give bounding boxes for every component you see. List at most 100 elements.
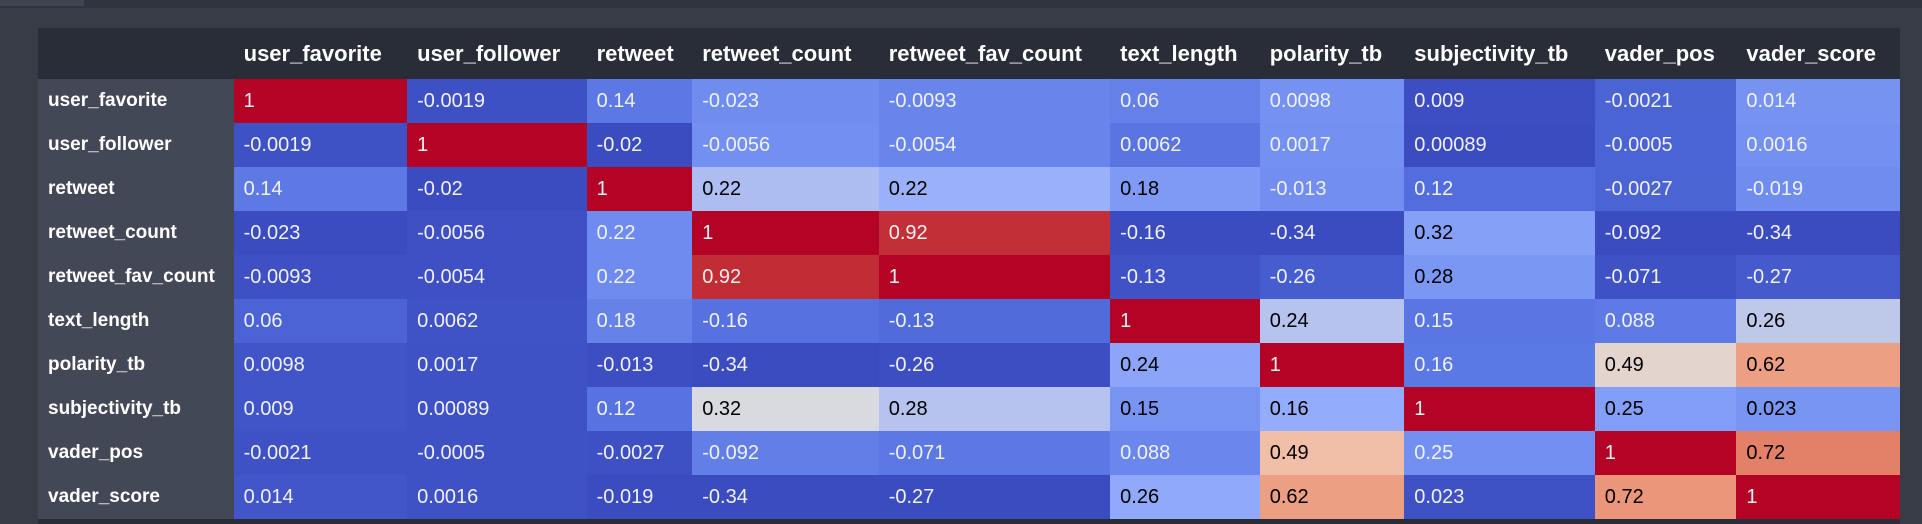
table-cell: -0.0054: [878, 123, 1111, 167]
table-cell: 0.49: [1594, 343, 1737, 387]
row-header-vader-score: vader_score: [38, 475, 234, 519]
table-cell: -0.0027: [1594, 167, 1737, 211]
table-cell: -0.34: [1736, 211, 1900, 255]
table-cell: 0.49: [1259, 431, 1405, 475]
table-cell: -0.26: [1259, 255, 1405, 299]
table-cell: 0.0017: [1259, 123, 1405, 167]
table-row: vader_pos -0.0021 -0.0005 -0.0027 -0.092 -0.0…: [38, 431, 1900, 475]
table-cell: 0.14: [586, 79, 693, 123]
table-cell: 0.32: [1404, 211, 1595, 255]
table-cell: -0.13: [878, 299, 1111, 343]
table-cell: 0.0016: [1736, 123, 1900, 167]
header-row: user_favorite user_follower retweet retweet…: [38, 28, 1900, 79]
table-cell: -0.013: [1259, 167, 1405, 211]
table-cell: -0.0005: [407, 431, 587, 475]
table-cell: 0.26: [1110, 475, 1260, 519]
table-cell: 0.06: [1110, 79, 1260, 123]
table-cell: 1: [1110, 299, 1260, 343]
row-header-user-favorite: user_favorite: [38, 79, 234, 123]
table-cell: -0.071: [1594, 255, 1737, 299]
table-cell: 0.088: [1594, 299, 1737, 343]
table-cell: 0.12: [1404, 167, 1595, 211]
table-cell: 1: [1736, 475, 1900, 519]
table-cell: -0.0093: [878, 79, 1111, 123]
table-cell: 1: [1594, 431, 1737, 475]
table-cell: -0.0021: [1594, 79, 1737, 123]
table-cell: 0.32: [692, 387, 879, 431]
table-cell: 0.00089: [1404, 123, 1595, 167]
row-header-subjectivity-tb: subjectivity_tb: [38, 387, 234, 431]
table-cell: -0.02: [586, 123, 693, 167]
table-cell: 0.0098: [1259, 79, 1405, 123]
table-cell: 0.62: [1259, 475, 1405, 519]
column-header-vader-score: vader_score: [1736, 28, 1900, 79]
table-cell: 1: [1404, 387, 1595, 431]
table-cell: -0.023: [692, 79, 879, 123]
table-cell: -0.27: [1736, 255, 1900, 299]
table-cell: 0.009: [233, 387, 408, 431]
column-header-retweet-fav-count: retweet_fav_count: [878, 28, 1111, 79]
row-header-text-length: text_length: [38, 299, 234, 343]
table-cell: -0.16: [692, 299, 879, 343]
table-cell: 0.72: [1736, 431, 1900, 475]
table-cell: 0.009: [1404, 79, 1595, 123]
column-header-user-favorite: user_favorite: [233, 28, 408, 79]
table-cell: 1: [692, 211, 879, 255]
table-cell: 0.72: [1594, 475, 1737, 519]
column-header-text-length: text_length: [1110, 28, 1260, 79]
table-row: polarity_tb 0.0098 0.0017 -0.013 -0.34 -0.26 0…: [38, 343, 1900, 387]
correlation-table: user_favorite user_follower retweet retweet…: [38, 28, 1900, 519]
row-header-vader-pos: vader_pos: [38, 431, 234, 475]
table-cell: 0.62: [1736, 343, 1900, 387]
table-cell: -0.019: [1736, 167, 1900, 211]
table-cell: 0.12: [586, 387, 693, 431]
corner-cell: [38, 28, 234, 79]
table-cell: -0.0054: [407, 255, 587, 299]
table-cell: 0.15: [1110, 387, 1260, 431]
table-cell: -0.0093: [233, 255, 408, 299]
row-header-retweet: retweet: [38, 167, 234, 211]
table-cell: 0.023: [1404, 475, 1595, 519]
table-cell: 0.22: [586, 255, 693, 299]
table-cell: 0.16: [1259, 387, 1405, 431]
table-cell: -0.34: [692, 475, 879, 519]
table-cell: 0.014: [1736, 79, 1900, 123]
table-cell: 0.15: [1404, 299, 1595, 343]
table-row: retweet_count -0.023 -0.0056 0.22 1 0.92 -0.16…: [38, 211, 1900, 255]
table-cell: 0.24: [1110, 343, 1260, 387]
table-cell: 0.28: [878, 387, 1111, 431]
table-cell: 0.0098: [233, 343, 408, 387]
table-row: user_favorite 1 -0.0019 0.14 -0.023 -0.0093 0.…: [38, 79, 1900, 123]
table-cell: -0.0019: [233, 123, 408, 167]
correlation-table-container: user_favorite user_follower retweet retweet…: [38, 28, 1900, 524]
table-cell: -0.26: [878, 343, 1111, 387]
table-cell: 1: [407, 123, 587, 167]
table-cell: 0.92: [878, 211, 1111, 255]
table-cell: 0.014: [233, 475, 408, 519]
table-cell: 0.25: [1594, 387, 1737, 431]
table-cell: 0.00089: [407, 387, 587, 431]
column-header-retweet: retweet: [586, 28, 693, 79]
table-cell: 0.24: [1259, 299, 1405, 343]
table-cell: -0.0021: [233, 431, 408, 475]
table-row: user_follower -0.0019 1 -0.02 -0.0056 -0.0054…: [38, 123, 1900, 167]
row-header-retweet-count: retweet_count: [38, 211, 234, 255]
table-cell: -0.27: [878, 475, 1111, 519]
table-cell: -0.13: [1110, 255, 1260, 299]
table-cell: -0.071: [878, 431, 1111, 475]
table-cell: -0.092: [692, 431, 879, 475]
table-cell: -0.019: [586, 475, 693, 519]
table-body: user_favorite 1 -0.0019 0.14 -0.023 -0.0093 0.…: [38, 79, 1900, 519]
table-cell: 0.0062: [407, 299, 587, 343]
table-cell: -0.02: [407, 167, 587, 211]
table-cell: -0.013: [586, 343, 693, 387]
row-header-user-follower: user_follower: [38, 123, 234, 167]
table-cell: 0.023: [1736, 387, 1900, 431]
table-cell: 1: [586, 167, 693, 211]
table-cell: 1: [233, 79, 408, 123]
table-cell: -0.0056: [407, 211, 587, 255]
table-cell: -0.0019: [407, 79, 587, 123]
table-row: text_length 0.06 0.0062 0.18 -0.16 -0.13 1 0.24…: [38, 299, 1900, 343]
table-cell: 0.06: [233, 299, 408, 343]
column-header-vader-pos: vader_pos: [1594, 28, 1737, 79]
